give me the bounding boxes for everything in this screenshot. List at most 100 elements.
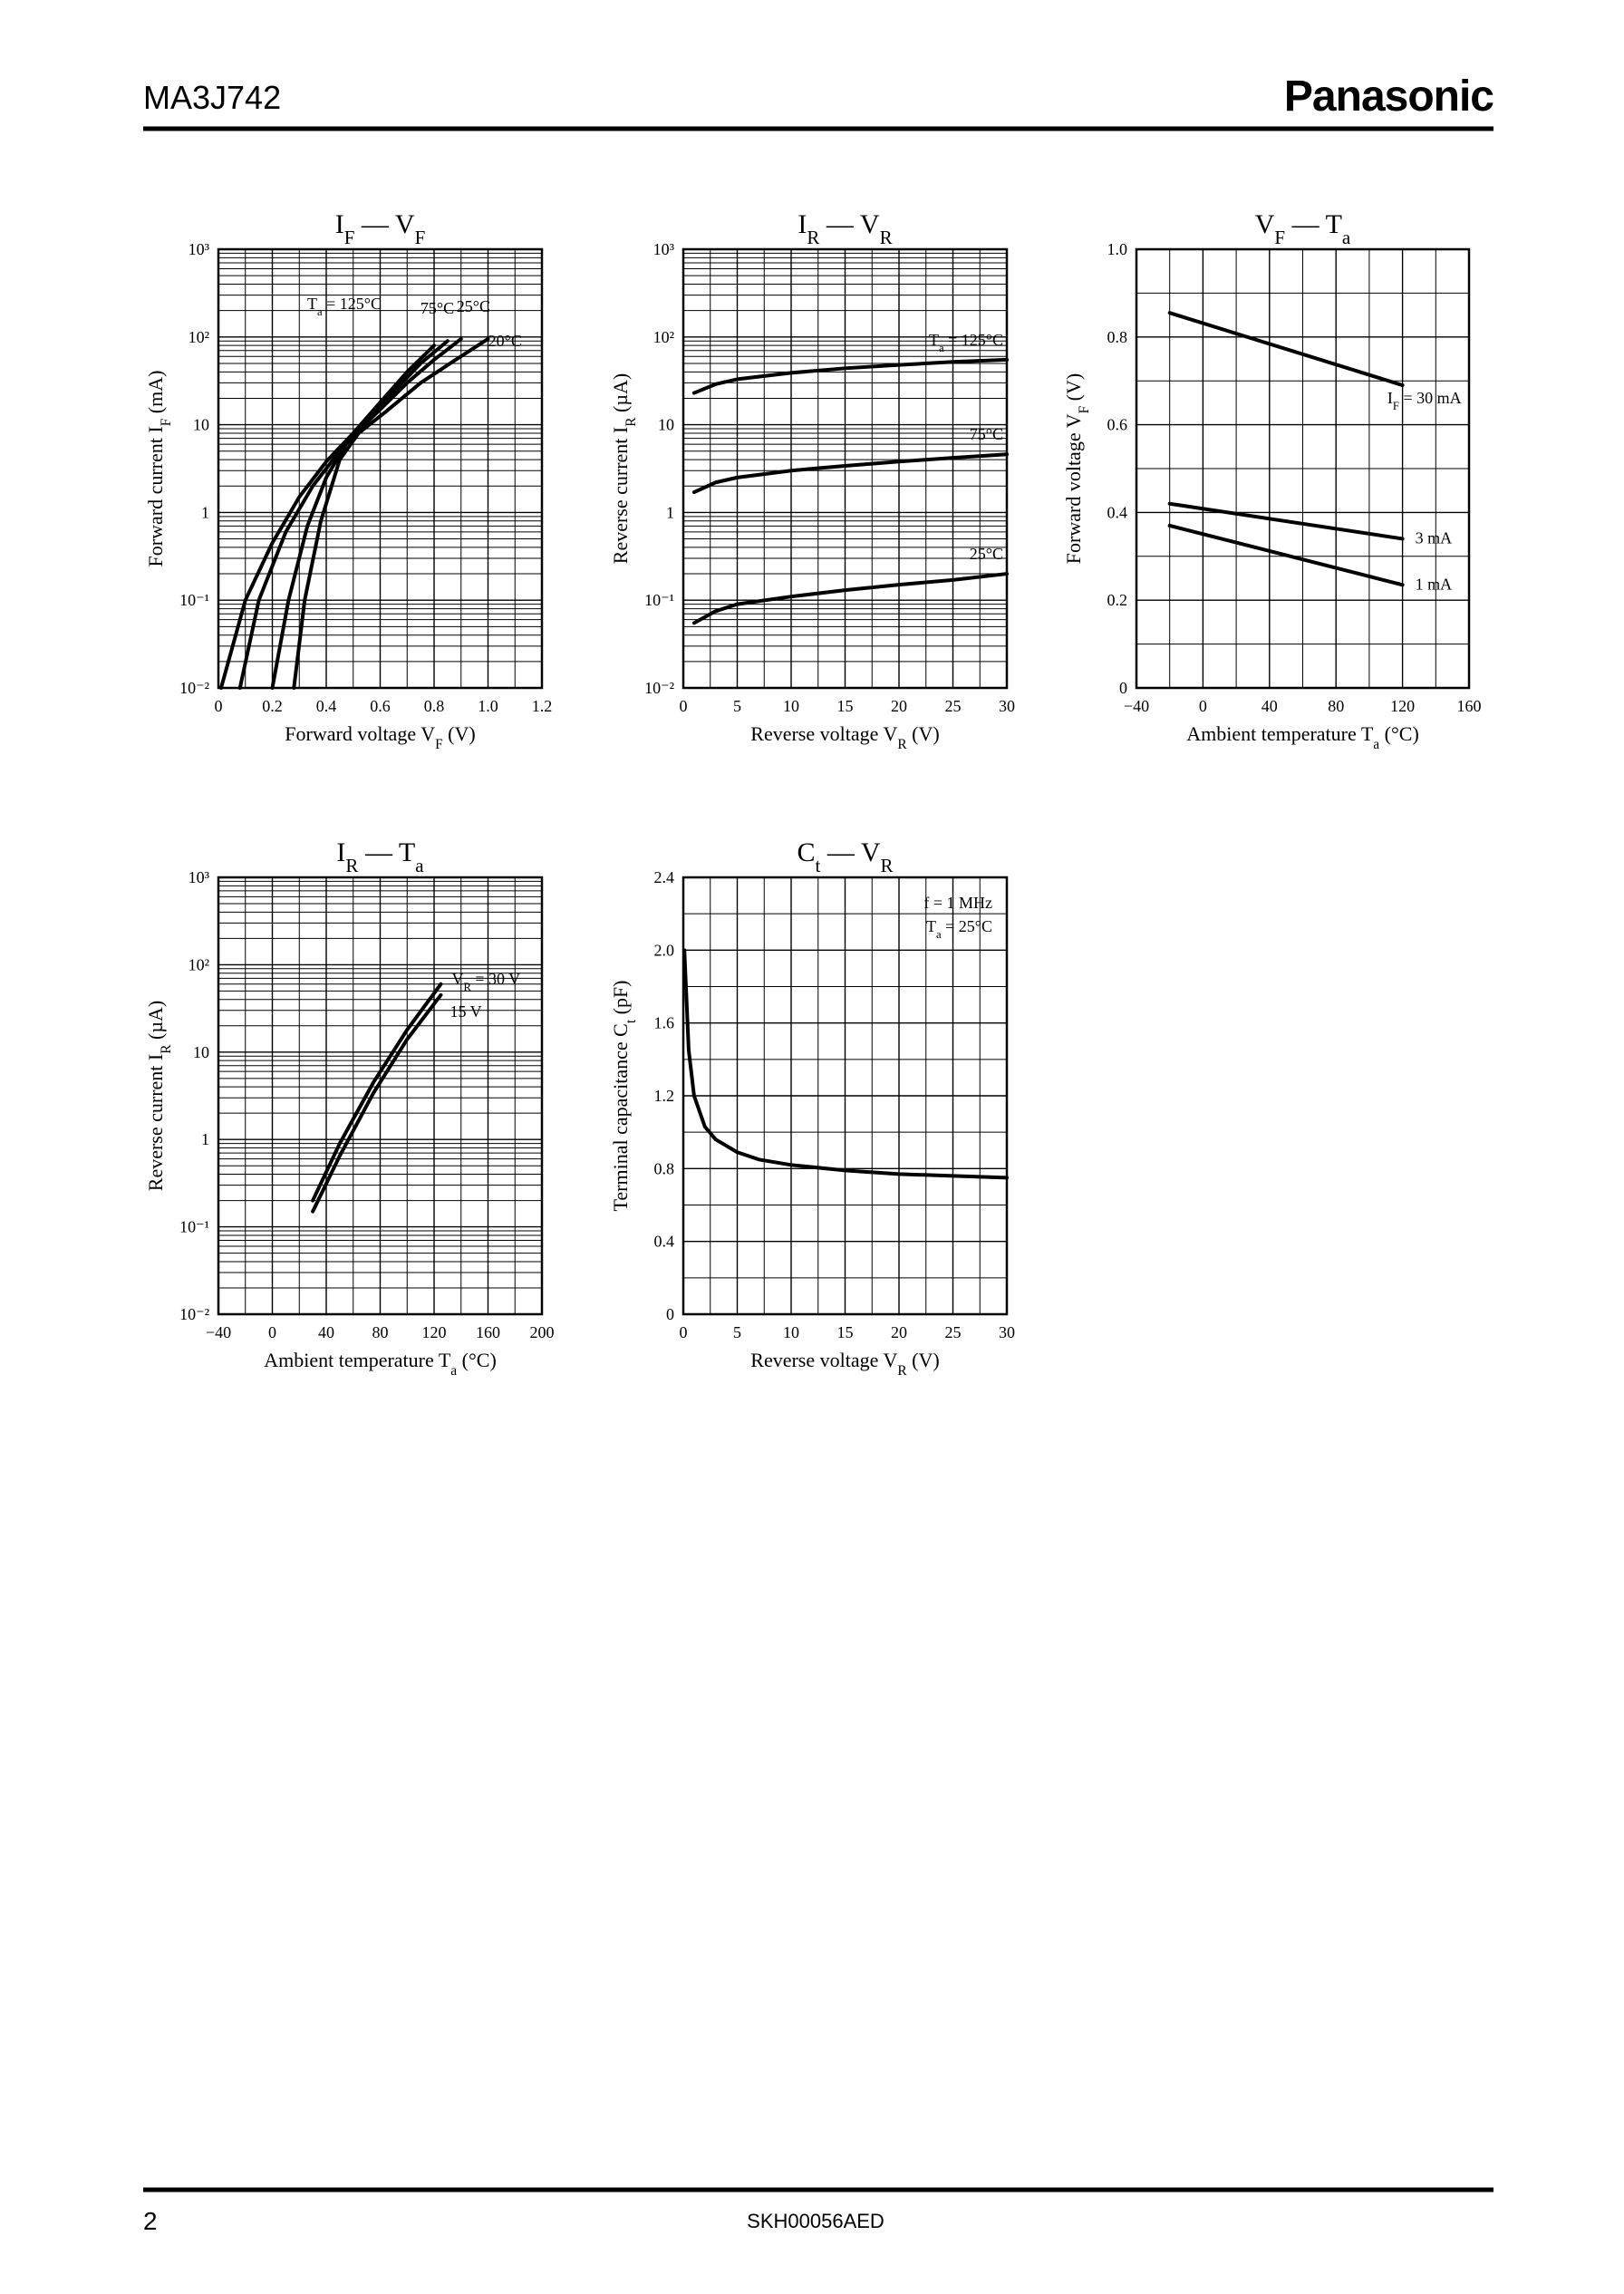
chart-title-part: I bbox=[335, 209, 344, 239]
chart-title-part: t bbox=[816, 855, 821, 876]
x-tick-label: 40 bbox=[1262, 697, 1278, 715]
series-label-part: 75°C bbox=[970, 425, 1003, 443]
x-tick-label: 0 bbox=[1199, 697, 1207, 715]
series-label: Ta = 125°C bbox=[929, 331, 1003, 354]
y-tick-label: 0.8 bbox=[654, 1159, 675, 1177]
y-tick-label: 10 bbox=[193, 416, 209, 434]
y-tick-label: 10 bbox=[193, 1043, 209, 1061]
x-tick-label: 5 bbox=[733, 1323, 741, 1341]
x-tick-label: 0 bbox=[680, 697, 688, 715]
x-tick-label: 0.8 bbox=[424, 697, 445, 715]
chart-title: Ct — VR bbox=[797, 837, 893, 876]
x-axis-label-part: Forward voltage V bbox=[285, 722, 435, 745]
y-tick-label: 10⁻² bbox=[179, 679, 209, 697]
chart-title-part: R bbox=[880, 855, 893, 876]
series-label-part: T bbox=[929, 331, 939, 349]
x-axis-label-part: (V) bbox=[443, 722, 476, 745]
series-label-part: T bbox=[307, 295, 317, 313]
x-tick-label: 160 bbox=[476, 1323, 500, 1341]
brand-logo: Panasonic bbox=[1284, 73, 1494, 121]
series-label: 25°C bbox=[970, 545, 1003, 563]
series-label-part: 75°C bbox=[420, 299, 454, 317]
x-tick-label: 120 bbox=[422, 1323, 447, 1341]
chart-title-part: I bbox=[798, 209, 807, 239]
x-tick-label: 0.2 bbox=[262, 697, 283, 715]
y-axis-label-part: (V) bbox=[1062, 373, 1085, 406]
y-tick-label: 0 bbox=[666, 1305, 674, 1323]
x-axis-label-part: R bbox=[897, 1363, 907, 1379]
y-axis-label-part: F bbox=[159, 419, 174, 427]
y-tick-label: 1 bbox=[201, 503, 209, 521]
series-label-part: V bbox=[451, 970, 463, 988]
y-tick-label: 1.0 bbox=[1107, 240, 1128, 258]
series-line bbox=[311, 982, 443, 1203]
series-line bbox=[1167, 523, 1405, 587]
chart-title-part: R bbox=[345, 855, 358, 876]
x-tick-label: 10 bbox=[783, 697, 799, 715]
x-axis-label-part: (V) bbox=[907, 722, 940, 745]
series-label: 1 mA bbox=[1416, 575, 1453, 593]
series-label-part: 3 mA bbox=[1416, 528, 1453, 547]
plot-frame bbox=[217, 247, 544, 690]
plot-frame bbox=[682, 876, 1009, 1316]
series-line bbox=[218, 344, 436, 690]
series-label-part: = 125°C bbox=[323, 295, 382, 313]
x-tick-label: 30 bbox=[999, 1323, 1015, 1341]
chart-title: IR — Ta bbox=[336, 837, 424, 876]
plot-frame bbox=[217, 876, 544, 1316]
x-axis-label-part: Reverse voltage V bbox=[750, 722, 897, 745]
series-label: 3 mA bbox=[1416, 528, 1453, 547]
series-line bbox=[237, 339, 450, 690]
series-label: −20°C bbox=[479, 332, 522, 350]
chart-title-part: T bbox=[399, 837, 415, 867]
x-tick-label: 1.0 bbox=[478, 697, 498, 715]
x-tick-label: 25 bbox=[945, 697, 962, 715]
y-tick-label: 0.2 bbox=[1107, 591, 1128, 609]
x-axis-label-part: a bbox=[450, 1363, 457, 1379]
y-axis-label-part: (pF) bbox=[609, 980, 632, 1019]
annotation-part: T bbox=[926, 917, 936, 935]
y-axis-label-part: R bbox=[159, 1044, 174, 1054]
y-tick-label: 10³ bbox=[188, 868, 210, 886]
series-label-part: 25°C bbox=[457, 297, 490, 315]
y-axis-label-part: Reverse current I bbox=[144, 1054, 167, 1191]
x-axis-label-part: Ambient temperature T bbox=[264, 1349, 451, 1371]
y-axis-label: Forward voltage VF (V) bbox=[1062, 373, 1092, 564]
x-tick-label: −40 bbox=[206, 1323, 231, 1341]
series-line bbox=[292, 336, 490, 690]
x-tick-label: 0.6 bbox=[370, 697, 391, 715]
chart-title-part: C bbox=[797, 837, 815, 867]
y-axis-label-part: t bbox=[624, 1019, 639, 1023]
y-axis-label: Forward current IF (mA) bbox=[144, 371, 174, 567]
x-tick-label: 200 bbox=[530, 1323, 555, 1341]
series-line bbox=[311, 992, 443, 1214]
series-line bbox=[270, 336, 463, 690]
series-line bbox=[1167, 311, 1405, 388]
y-axis-label-part: Forward current I bbox=[144, 426, 167, 566]
series-label-part: I bbox=[1387, 389, 1393, 407]
chart-title-part: — bbox=[358, 837, 398, 867]
series-label-part: a bbox=[939, 342, 944, 354]
x-tick-label: 5 bbox=[733, 697, 741, 715]
y-tick-label: 2.0 bbox=[654, 941, 675, 959]
chart-title-part: — bbox=[819, 209, 859, 239]
y-axis-label: Terminal capacitance Ct (pF) bbox=[609, 980, 639, 1211]
x-tick-label: 0 bbox=[215, 697, 223, 715]
y-axis-label-part: Terminal capacitance C bbox=[609, 1023, 632, 1211]
chart-title-part: — bbox=[1285, 209, 1325, 239]
y-tick-label: 10² bbox=[653, 328, 674, 346]
y-tick-label: 10³ bbox=[653, 240, 675, 258]
y-tick-label: 10⁻¹ bbox=[644, 591, 674, 609]
series-label-part: a bbox=[317, 305, 323, 318]
page-number: 2 bbox=[143, 2207, 158, 2235]
x-axis-label: Reverse voltage VR (V) bbox=[750, 722, 939, 752]
series-line bbox=[691, 452, 1009, 495]
y-tick-label: 10⁻² bbox=[179, 1305, 209, 1323]
annotation: f = 1 MHz bbox=[923, 894, 992, 912]
x-axis-label-part: (V) bbox=[907, 1349, 940, 1371]
chart-title-part: — bbox=[354, 209, 394, 239]
y-tick-label: 0.4 bbox=[1107, 503, 1128, 521]
series-label: 75°C bbox=[970, 425, 1003, 443]
